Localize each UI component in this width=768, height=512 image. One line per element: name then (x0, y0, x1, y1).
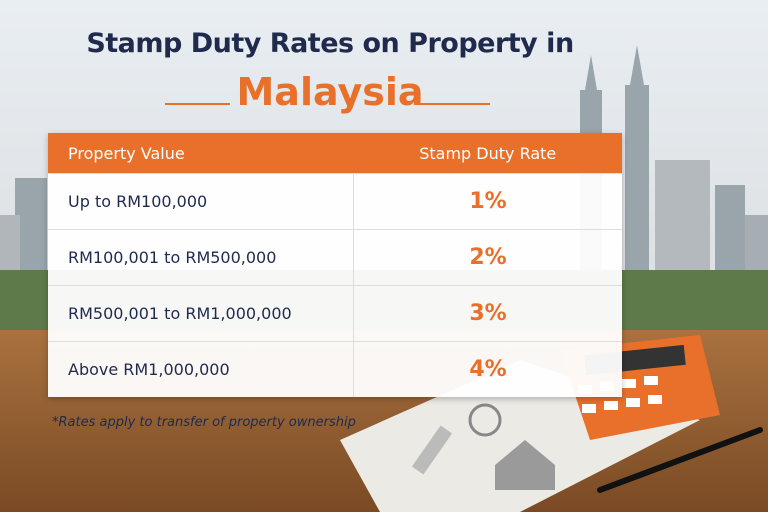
duty-rate: 2% (353, 229, 622, 286)
table-row: Up to RM100,000 1% (48, 173, 622, 230)
property-value: Above RM1,000,000 (48, 341, 354, 397)
property-value: Up to RM100,000 (48, 173, 354, 230)
duty-rate: 1% (353, 173, 622, 230)
rate-table: Property Value Stamp Duty Rate Up to RM1… (48, 133, 622, 397)
property-value: RM500,001 to RM1,000,000 (48, 285, 354, 342)
title: Stamp Duty Rates on Property in (86, 28, 574, 59)
title-rule (165, 103, 230, 105)
footnote: *Rates apply to transfer of property own… (52, 415, 356, 430)
column-header: Stamp Duty Rate (353, 133, 622, 174)
title-rule (418, 103, 490, 105)
table-row: RM500,001 to RM1,000,000 3% (48, 285, 622, 342)
table-row: RM100,001 to RM500,000 2% (48, 229, 622, 286)
duty-rate: 4% (353, 341, 622, 397)
title-highlight: Malaysia (236, 70, 424, 114)
property-value: RM100,001 to RM500,000 (48, 229, 354, 286)
duty-rate: 3% (353, 285, 622, 342)
table-row: Above RM1,000,000 4% (48, 341, 622, 397)
column-header: Property Value (48, 133, 354, 174)
